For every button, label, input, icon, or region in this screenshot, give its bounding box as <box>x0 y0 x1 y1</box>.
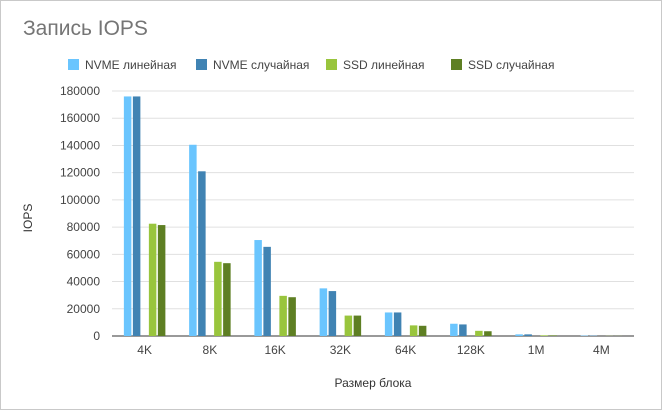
bar-SSD-линейная-8K <box>214 262 222 336</box>
x-tick-label: 8K <box>203 343 218 357</box>
y-tick-label: 160000 <box>60 111 100 125</box>
bar-NVME-линейная-8K <box>189 145 197 336</box>
y-tick-label: 180000 <box>60 84 100 98</box>
y-tick-label: 140000 <box>60 138 100 152</box>
bar-NVME-линейная-32K <box>320 288 328 336</box>
bar-NVME-случайная-4K <box>133 96 141 336</box>
bar-NVME-линейная-1M <box>515 334 523 336</box>
bar-SSD-линейная-32K <box>345 316 353 336</box>
x-tick-label: 4M <box>593 343 610 357</box>
legend: NVME линейная NVME случайная SSD линейная S… <box>68 58 554 72</box>
bar-NVME-случайная-128K <box>459 324 467 336</box>
x-tick-label: 4K <box>137 343 152 357</box>
bar-NVME-линейная-64K <box>385 312 393 336</box>
legend-swatch <box>451 59 462 70</box>
bar-SSD-линейная-4K <box>149 224 157 336</box>
bar-NVME-линейная-4K <box>124 96 132 336</box>
bar-SSD-случайная-16K <box>288 297 296 336</box>
legend-label: NVME случайная <box>213 58 309 72</box>
y-tick-label: 20000 <box>67 302 101 316</box>
x-axis-title: Размер блока <box>335 376 412 390</box>
bar-NVME-случайная-8K <box>198 171 206 336</box>
bars <box>124 96 622 336</box>
x-axis-ticks: 4K 8K 16K 32K 64K 128K 1M 4M <box>137 343 609 357</box>
bar-SSD-линейная-1M <box>540 335 548 336</box>
x-tick-label: 128K <box>457 343 485 357</box>
bar-SSD-случайная-8K <box>223 263 231 336</box>
x-tick-label: 16K <box>264 343 285 357</box>
bar-NVME-случайная-16K <box>263 247 271 336</box>
x-tick-label: 32K <box>330 343 351 357</box>
bar-NVME-линейная-16K <box>254 240 262 336</box>
y-axis-ticks: 0 20000 40000 60000 80000 100000 120000 140000 1… <box>60 84 100 343</box>
legend-label: SSD случайная <box>468 58 554 72</box>
bar-SSD-случайная-128K <box>484 331 492 336</box>
bar-SSD-случайная-1M <box>549 335 557 336</box>
legend-swatch <box>68 59 79 70</box>
legend-label: SSD линейная <box>343 58 425 72</box>
bar-SSD-линейная-16K <box>279 296 287 336</box>
legend-label: NVME линейная <box>85 58 177 72</box>
y-tick-label: 80000 <box>67 220 101 234</box>
legend-swatch <box>196 59 207 70</box>
y-tick-label: 0 <box>93 329 100 343</box>
x-tick-label: 1M <box>528 343 545 357</box>
bar-NVME-случайная-64K <box>394 312 402 336</box>
bar-NVME-случайная-32K <box>329 291 337 336</box>
bar-NVME-случайная-1M <box>524 334 532 336</box>
legend-swatch <box>326 59 337 70</box>
bar-SSD-случайная-64K <box>419 326 427 336</box>
y-tick-label: 60000 <box>67 247 101 261</box>
bar-SSD-случайная-4K <box>158 225 166 336</box>
x-tick-label: 64K <box>395 343 416 357</box>
y-axis-title: IOPS <box>21 204 35 233</box>
bar-SSD-случайная-32K <box>354 316 362 336</box>
bar-SSD-линейная-128K <box>475 331 483 336</box>
y-tick-label: 100000 <box>60 193 100 207</box>
bar-SSD-линейная-64K <box>410 325 418 336</box>
y-tick-label: 120000 <box>60 166 100 180</box>
bar-NVME-линейная-128K <box>450 324 458 336</box>
y-tick-label: 40000 <box>67 275 101 289</box>
